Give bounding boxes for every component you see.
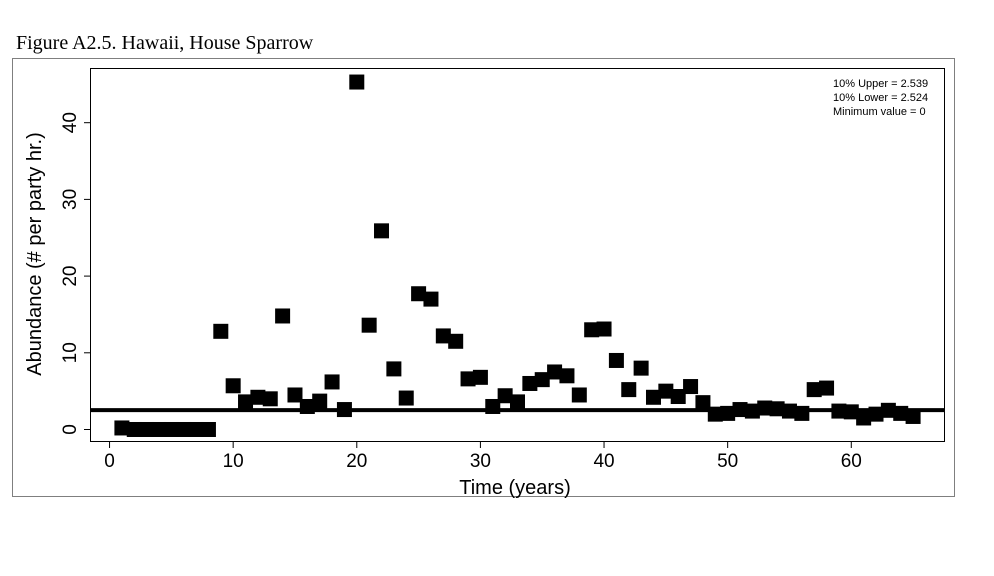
data-point: [707, 406, 723, 422]
axes-layer: 0 10 20 30 40 50 60 0 10 20 30 40: [60, 112, 862, 472]
data-point: [188, 421, 204, 437]
data-point: [262, 391, 278, 407]
data-point: [510, 394, 525, 410]
data-point: [794, 405, 810, 421]
data-point: [386, 361, 402, 377]
data-point: [312, 393, 328, 409]
data-point: [757, 400, 773, 416]
data-point: [176, 421, 192, 437]
x-tick-label: 10: [223, 451, 244, 472]
data-point: [250, 389, 266, 405]
data-point: [287, 387, 303, 403]
x-axis-title: Time (years): [459, 477, 570, 499]
data-point: [819, 380, 835, 396]
y-tick-label: 10: [60, 342, 81, 363]
data-point: [225, 378, 241, 394]
annotation-lower: 10% Lower = 2.524: [833, 92, 928, 104]
data-point: [781, 403, 797, 419]
data-point: [361, 317, 377, 333]
data-point: [905, 408, 921, 424]
x-tick-label: 30: [470, 451, 491, 472]
data-point: [398, 390, 414, 406]
x-tick-label: 60: [841, 451, 862, 472]
data-point: [633, 360, 649, 376]
data-point: [200, 421, 216, 437]
y-tick-label: 30: [60, 189, 81, 210]
data-point: [806, 382, 822, 398]
data-point: [336, 402, 352, 418]
data-point: [868, 406, 884, 422]
data-point: [584, 322, 600, 338]
data-point: [559, 368, 575, 384]
data-point: [411, 286, 427, 302]
data-point: [769, 401, 785, 417]
data-point: [485, 398, 501, 414]
data-point: [151, 421, 167, 437]
data-point: [880, 402, 896, 418]
annotation-minimum: Minimum value = 0: [833, 106, 926, 118]
data-point: [522, 375, 538, 391]
data-point: [374, 223, 390, 239]
data-point: [238, 394, 254, 410]
data-point: [435, 328, 451, 344]
data-point: [547, 364, 563, 380]
data-point: [744, 403, 760, 419]
data-point: [460, 371, 476, 387]
data-point: [732, 402, 748, 418]
data-point: [720, 405, 736, 421]
y-tick-label: 0: [60, 424, 81, 435]
data-point: [213, 323, 229, 339]
y-tick-label: 40: [60, 112, 81, 133]
y-tick-label: 20: [60, 266, 81, 287]
data-point: [324, 374, 340, 390]
data-point: [423, 291, 439, 307]
data-point: [571, 387, 587, 403]
data-point: [670, 389, 686, 405]
figure-caption: Figure A2.5. Hawaii, House Sparrow: [16, 32, 314, 54]
data-point: [349, 74, 365, 90]
y-axis-title: Abundance (# per party hr.): [24, 132, 46, 375]
data-point: [497, 388, 513, 404]
data-point: [534, 372, 550, 388]
data-point: [596, 321, 612, 337]
data-point: [856, 410, 872, 426]
x-tick-label: 20: [346, 451, 367, 472]
annotation-upper: 10% Upper = 2.539: [833, 78, 928, 90]
x-tick-label: 50: [717, 451, 738, 472]
data-point: [608, 352, 624, 368]
data-point: [114, 420, 130, 436]
x-tick-label: 0: [104, 451, 115, 472]
figure-border: [12, 58, 955, 497]
data-point: [139, 421, 155, 437]
annotation-box: 10% Upper = 2.539 10% Lower = 2.524 Mini…: [833, 78, 928, 118]
data-point: [275, 308, 291, 324]
data-point: [299, 398, 315, 414]
data-point: [683, 379, 699, 395]
data-point: [163, 421, 179, 437]
data-points-layer: [114, 74, 921, 437]
data-point: [893, 405, 909, 421]
data-point: [843, 404, 859, 420]
data-point: [695, 395, 711, 411]
data-point: [831, 403, 847, 419]
data-point: [621, 382, 637, 398]
x-tick-label: 40: [593, 451, 614, 472]
data-point: [645, 389, 661, 405]
data-point: [658, 383, 674, 399]
data-point: [448, 333, 464, 349]
data-point: [472, 369, 488, 385]
data-point: [126, 421, 142, 437]
